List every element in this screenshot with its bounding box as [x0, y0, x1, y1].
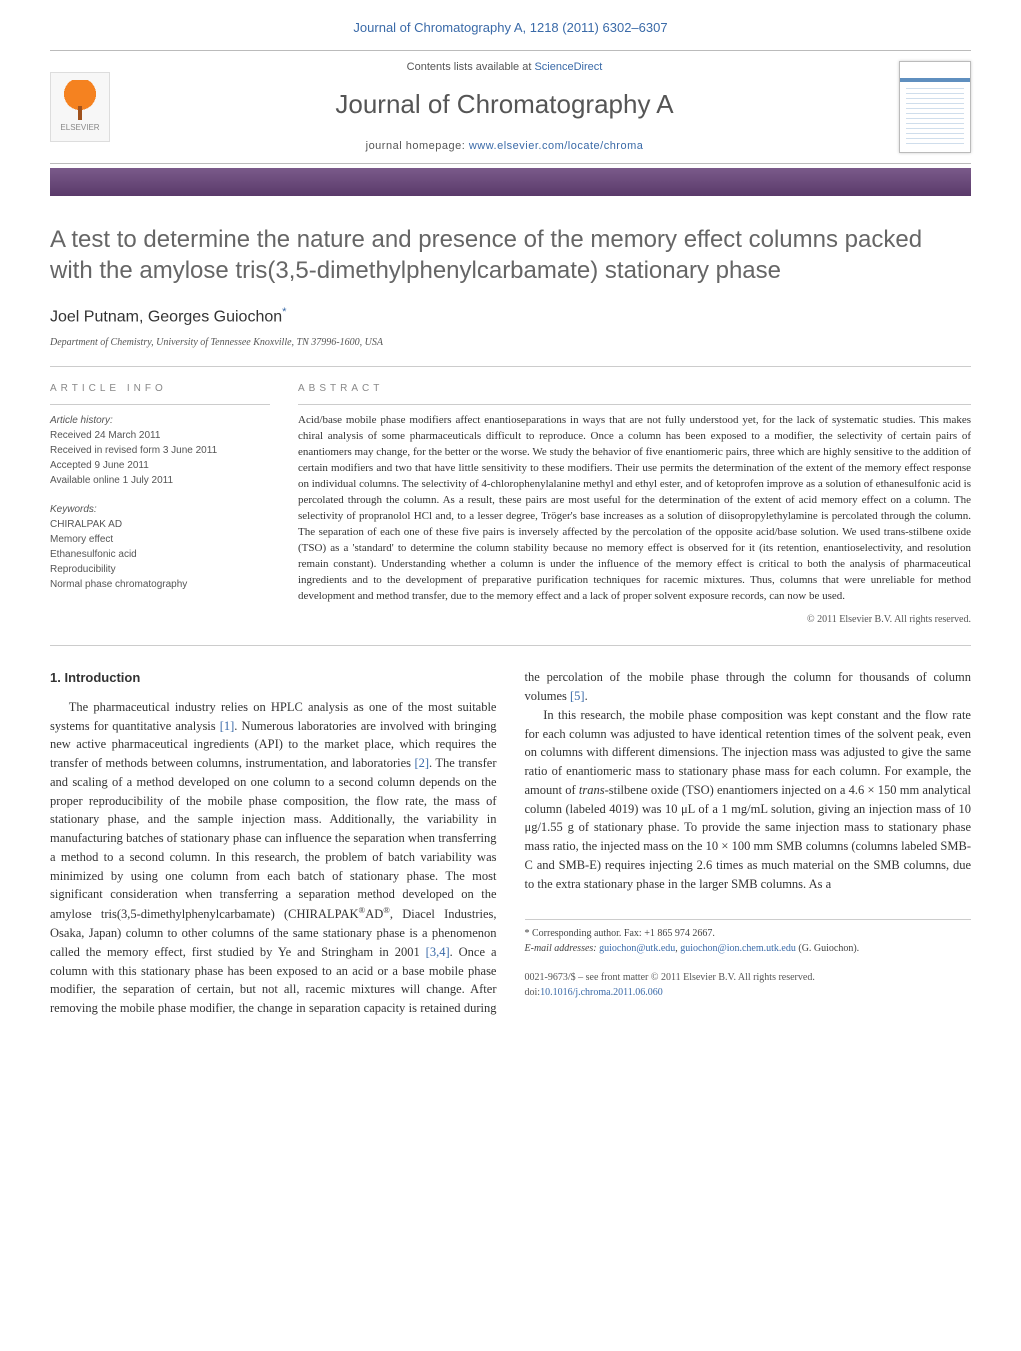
body-columns: 1. Introduction The pharmaceutical indus… [50, 668, 971, 1017]
intro-paragraph-2: In this research, the mobile phase compo… [525, 706, 972, 894]
abstract-text: Acid/base mobile phase modifiers affect … [298, 404, 971, 604]
keyword: Normal phase chromatography [50, 577, 270, 592]
registered-mark: ® [383, 905, 390, 915]
contents-line: Contents lists available at ScienceDirec… [128, 59, 881, 76]
journal-cover-thumbnail [899, 61, 971, 153]
history-block: Article history: Received 24 March 2011 … [50, 404, 270, 488]
abstract-block: abstract Acid/base mobile phase modifier… [298, 381, 971, 627]
article-info-heading: article info [50, 381, 270, 396]
email-link[interactable]: guiochon@ion.chem.utk.edu [680, 943, 796, 954]
journal-center: Contents lists available at ScienceDirec… [128, 59, 881, 155]
journal-header: Journal of Chromatography A, 1218 (2011)… [0, 0, 1021, 168]
authors: Joel Putnam, Georges Guiochon* [50, 304, 971, 329]
keyword: CHIRALPAK AD [50, 517, 270, 532]
article-body: A test to determine the nature and prese… [0, 224, 1021, 1048]
doi-prefix: doi: [525, 987, 541, 998]
keyword: Reproducibility [50, 562, 270, 577]
publisher-logo: ELSEVIER [50, 72, 110, 142]
citation[interactable]: [2] [414, 756, 429, 770]
footnotes: * Corresponding author. Fax: +1 865 974 … [525, 919, 972, 1000]
text: . [585, 689, 588, 703]
corresponding-author-note: * Corresponding author. Fax: +1 865 974 … [525, 926, 972, 941]
doi-link[interactable]: 10.1016/j.chroma.2011.06.060 [540, 987, 663, 998]
text: -stilbene oxide (TSO) enantiomers inject… [525, 783, 972, 891]
journal-title: Journal of Chromatography A [128, 85, 881, 124]
citation[interactable]: [1] [220, 719, 235, 733]
keyword: Ethanesulfonic acid [50, 547, 270, 562]
keywords-label: Keywords: [50, 504, 97, 515]
corresponding-marker: * [282, 306, 286, 318]
decorative-bar [50, 168, 971, 196]
sciencedirect-link[interactable]: ScienceDirect [534, 61, 602, 73]
text: (CHIRALPAK [284, 907, 359, 921]
section-divider [50, 645, 971, 646]
italic-term: trans [579, 783, 605, 797]
contents-prefix: Contents lists available at [407, 61, 535, 73]
citation[interactable]: [5] [570, 689, 585, 703]
email-label: E-mail addresses: [525, 943, 600, 954]
keyword: Memory effect [50, 532, 270, 547]
author-sep: , [139, 308, 148, 325]
author-2: Georges Guiochon [148, 308, 282, 325]
affiliation: Department of Chemistry, University of T… [50, 335, 971, 350]
elsevier-tree-icon [62, 80, 98, 120]
homepage-prefix: journal homepage: [366, 140, 469, 152]
publisher-name: ELSEVIER [60, 122, 99, 134]
issn-line: 0021-9673/$ – see front matter © 2011 El… [525, 970, 972, 985]
text: AD [365, 907, 383, 921]
online-date: Available online 1 July 2011 [50, 473, 270, 488]
journal-bar: ELSEVIER Contents lists available at Sci… [50, 50, 971, 164]
abstract-heading: abstract [298, 381, 971, 396]
section-heading: 1. Introduction [50, 668, 497, 688]
doi-block: 0021-9673/$ – see front matter © 2011 El… [525, 970, 972, 1000]
accepted-date: Accepted 9 June 2011 [50, 458, 270, 473]
text: . The transfer and scaling of a method d… [50, 756, 497, 921]
article-info-block: article info Article history: Received 2… [50, 381, 270, 627]
keywords-block: Keywords: CHIRALPAK AD Memory effect Eth… [50, 502, 270, 592]
author-1: Joel Putnam [50, 308, 139, 325]
homepage-line: journal homepage: www.elsevier.com/locat… [128, 138, 881, 155]
email-link[interactable]: guiochon@utk.edu [599, 943, 675, 954]
revised-date: Received in revised form 3 June 2011 [50, 443, 270, 458]
doi-line: doi:10.1016/j.chroma.2011.06.060 [525, 985, 972, 1000]
article-title: A test to determine the nature and prese… [50, 224, 971, 286]
email-suffix: (G. Guiochon). [796, 943, 859, 954]
homepage-link[interactable]: www.elsevier.com/locate/chroma [469, 140, 644, 152]
received-date: Received 24 March 2011 [50, 428, 270, 443]
email-line: E-mail addresses: guiochon@utk.edu, guio… [525, 941, 972, 956]
abstract-copyright: © 2011 Elsevier B.V. All rights reserved… [298, 612, 971, 627]
history-label: Article history: [50, 415, 113, 426]
journal-reference: Journal of Chromatography A, 1218 (2011)… [50, 18, 971, 38]
meta-row: article info Article history: Received 2… [50, 366, 971, 627]
citation[interactable]: [3,4] [426, 945, 450, 959]
